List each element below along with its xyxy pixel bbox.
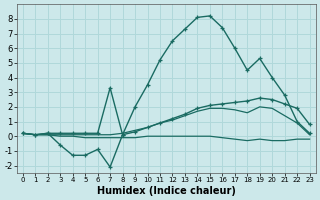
X-axis label: Humidex (Indice chaleur): Humidex (Indice chaleur) (97, 186, 236, 196)
